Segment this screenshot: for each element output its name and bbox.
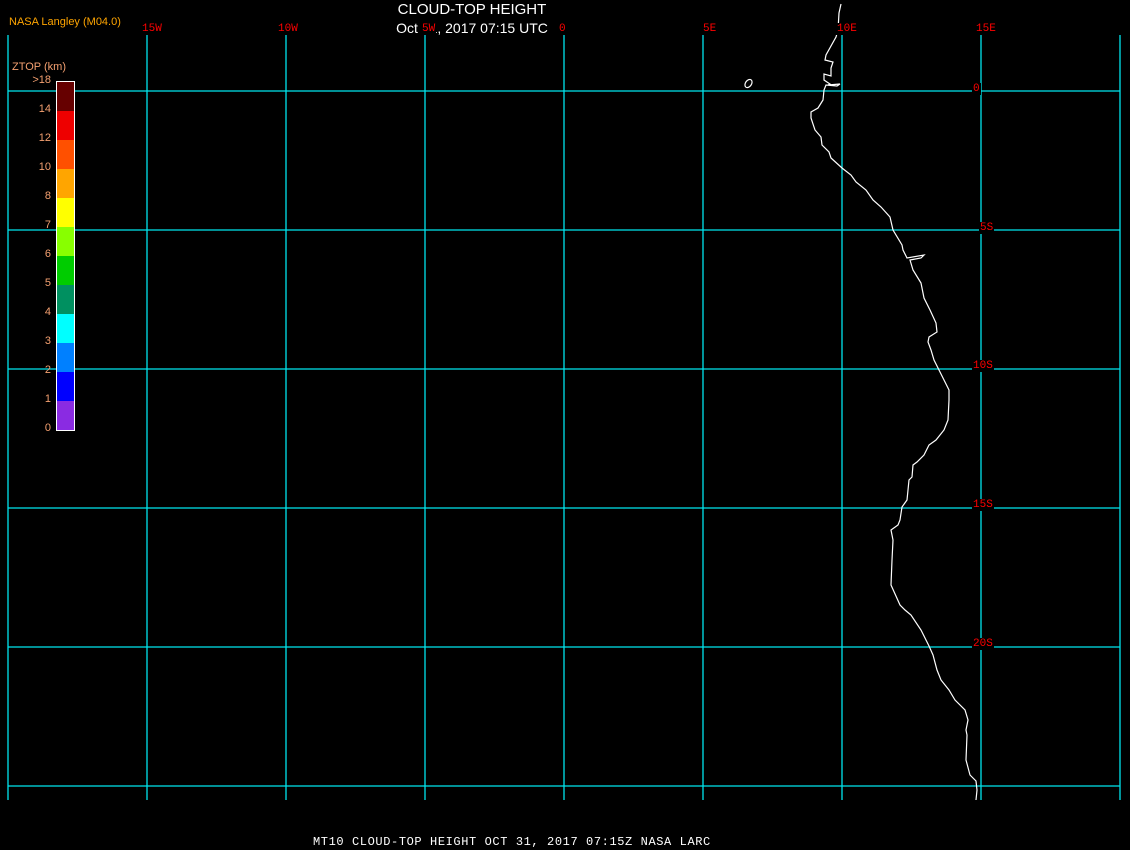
colorbar-segment xyxy=(57,82,74,111)
colorbar-segment xyxy=(57,256,74,285)
credit-label: NASA Langley (M04.0) xyxy=(9,16,121,28)
lon-label: 15W xyxy=(141,23,163,35)
colorbar-tick-label: 2 xyxy=(44,364,51,376)
lon-label: 0 xyxy=(558,23,567,35)
colorbar-segment xyxy=(57,372,74,401)
coastline xyxy=(810,3,978,801)
colorbar-tick-label: 10 xyxy=(38,161,51,173)
lat-label: 20S xyxy=(972,638,994,650)
colorbar-tick-label: 14 xyxy=(38,103,51,115)
lat-label: 15S xyxy=(972,499,994,511)
colorbar-tick-label: 12 xyxy=(38,132,51,144)
lon-label: 15E xyxy=(975,23,997,35)
colorbar-tick-label: 0 xyxy=(44,422,51,434)
colorbar-tick-label: 6 xyxy=(44,248,51,260)
colorbar-segment xyxy=(57,343,74,372)
lon-label: 5E xyxy=(702,23,718,35)
footer-caption: MT10 CLOUD-TOP HEIGHT OCT 31, 2017 07:15… xyxy=(313,835,711,849)
lat-label: 5S xyxy=(979,222,995,234)
lon-label: 10E xyxy=(836,23,858,35)
colorbar-title: ZTOP (km) xyxy=(12,61,66,73)
colorbar-segment xyxy=(57,285,74,314)
colorbar-tick-label: 1 xyxy=(44,393,51,405)
colorbar-tick-label: 8 xyxy=(44,190,51,202)
colorbar-border xyxy=(56,81,75,431)
map-title: CLOUD-TOP HEIGHT xyxy=(397,1,547,18)
colorbar-segment xyxy=(57,198,74,227)
colorbar-tick-label: 7 xyxy=(44,219,51,231)
colorbar-tick-label: 3 xyxy=(44,335,51,347)
lon-label: 5W xyxy=(421,23,437,35)
colorbar-segment xyxy=(57,169,74,198)
colorbar-segment xyxy=(57,227,74,256)
lat-label: 0 xyxy=(972,83,981,95)
colorbar-tick-label: >18 xyxy=(32,74,51,86)
colorbar-tick-label: 4 xyxy=(44,306,51,318)
colorbar-segment xyxy=(57,401,74,430)
colorbar-segment xyxy=(57,314,74,343)
lon-label: 10W xyxy=(277,23,299,35)
colorbar-segment xyxy=(57,140,74,169)
lat-label: 10S xyxy=(972,360,994,372)
island-outline xyxy=(744,78,753,89)
colorbar-segment xyxy=(57,111,74,140)
colorbar-tick-label: 5 xyxy=(44,277,51,289)
